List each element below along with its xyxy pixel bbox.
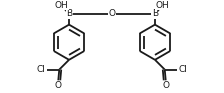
Text: O: O xyxy=(55,81,62,90)
Text: B: B xyxy=(152,9,158,18)
Text: Cl: Cl xyxy=(37,65,46,74)
Text: O: O xyxy=(162,81,169,90)
Text: OH: OH xyxy=(54,1,68,10)
Text: B: B xyxy=(66,9,72,18)
Text: Cl: Cl xyxy=(178,65,187,74)
Text: OH: OH xyxy=(156,1,170,10)
Text: O: O xyxy=(108,9,116,18)
